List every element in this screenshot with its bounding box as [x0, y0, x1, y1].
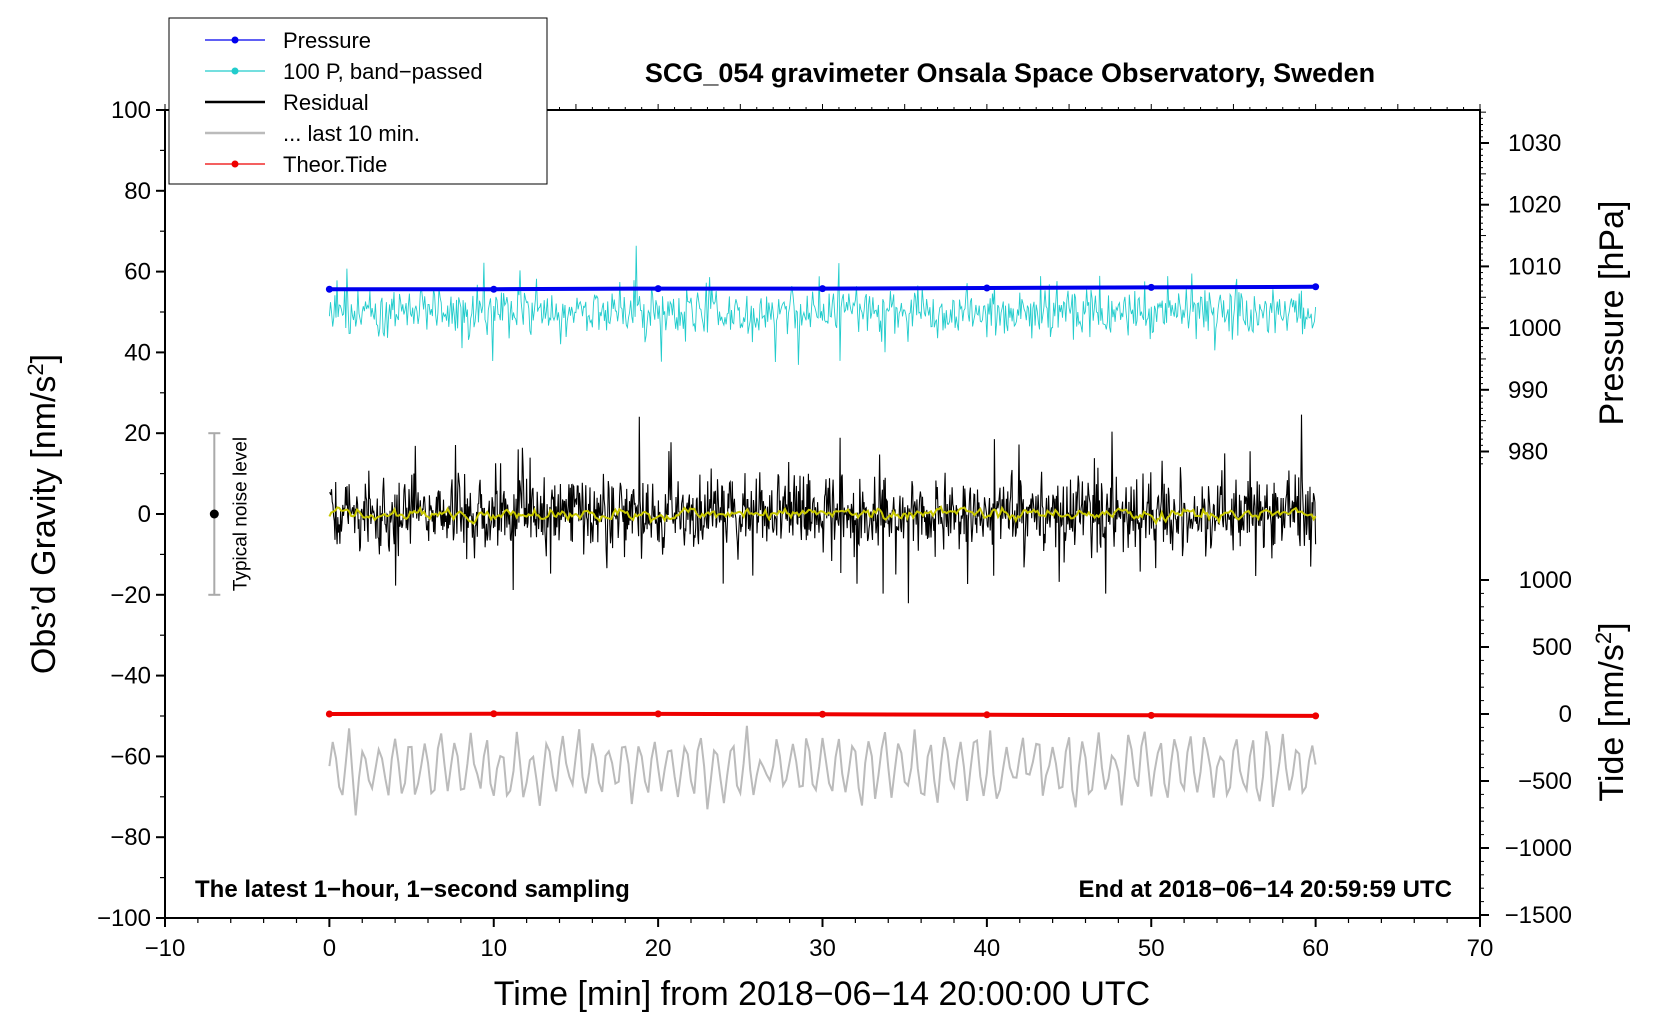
pressure-point — [490, 285, 498, 293]
legend-swatch-dot — [231, 36, 239, 44]
tide-point — [983, 711, 991, 719]
pressure-point — [983, 284, 991, 292]
legend-label: Theor.Tide — [283, 152, 387, 177]
pressure-point — [1147, 283, 1155, 291]
pressure-tick-label: 1000 — [1508, 315, 1561, 342]
legend-swatch-dot — [231, 160, 239, 168]
x-tick-label: 10 — [480, 935, 507, 962]
legend-label: Pressure — [283, 28, 371, 53]
tide-tick-label: 1000 — [1519, 567, 1572, 594]
tide-tick-label: 0 — [1559, 701, 1572, 728]
legend: Pressure 100 P, band−passed Residual ... la… — [168, 17, 548, 185]
tide-tick-label: −500 — [1518, 768, 1572, 795]
legend-label: Residual — [283, 90, 369, 115]
y-axis-pressure: 980 990 1000 1010 1020 1030 — [1480, 111, 1561, 466]
y-axis-pressure-label: Pressure [hPa] — [1593, 201, 1631, 426]
annotation-bottom-left: The latest 1−hour, 1−second sampling — [195, 876, 630, 903]
chart-title: SCG_054 gravimeter Onsala Space Observat… — [645, 58, 1375, 88]
x-tick-label: 70 — [1467, 935, 1494, 962]
y-axis-tide-label: Tide [nm/s2] — [1591, 622, 1631, 801]
tide-point — [490, 710, 498, 718]
tide-tick-label: −1000 — [1505, 835, 1572, 862]
y-axis-left-label: Obs’d Gravity [nm/s2] — [23, 354, 63, 674]
pressure-point — [654, 285, 662, 293]
annotation-bottom-right: End at 2018−06−14 20:59:59 UTC — [1078, 876, 1452, 903]
x-tick-label: 30 — [809, 935, 836, 962]
noise-dot — [209, 509, 219, 519]
x-tick-label: 60 — [1302, 935, 1329, 962]
pressure-tick-label: 1030 — [1508, 130, 1561, 157]
pressure-point — [325, 285, 333, 293]
tide-point — [1147, 711, 1155, 719]
legend-label: ... last 10 min. — [283, 121, 420, 146]
pressure-tick-label: 1020 — [1508, 192, 1561, 219]
tide-point — [819, 710, 826, 718]
series-residual-smoothed-line — [328, 505, 1317, 526]
y-left-tick-label: 60 — [124, 259, 151, 286]
y-left-tick-label: 20 — [124, 420, 151, 447]
tide-point — [325, 710, 333, 718]
y-left-tick-label: 100 — [111, 97, 151, 124]
noise-indicator: Typical noise level — [208, 432, 251, 596]
x-tick-label: 50 — [1138, 935, 1165, 962]
y-left-tick-label: −20 — [110, 582, 151, 609]
series-last10-line — [328, 725, 1317, 816]
y-left-tick-label: −60 — [110, 743, 151, 770]
pressure-tick-label: 980 — [1508, 439, 1548, 466]
data-layer — [325, 245, 1320, 816]
x-axis: −10 0 10 20 30 40 50 60 70 — [145, 104, 1494, 962]
y-left-tick-label: 40 — [124, 339, 151, 366]
x-tick-label: 20 — [645, 935, 672, 962]
y-left-tick-label: −100 — [97, 905, 151, 932]
series-bandpassed-line — [328, 245, 1317, 365]
pressure-point — [1312, 283, 1320, 291]
y-left-tick-label: −40 — [110, 663, 151, 690]
series-residual-line — [329, 414, 1317, 604]
legend-label: 100 P, band−passed — [283, 59, 483, 84]
legend-entries: Pressure 100 P, band−passed Residual ... la… — [205, 28, 483, 177]
x-tick-label: 40 — [974, 935, 1001, 962]
tide-tick-label: 500 — [1532, 634, 1572, 661]
tide-tick-label: −1500 — [1505, 902, 1572, 929]
y-axis-tide: −1500 −1000 −500 0 500 1000 — [1480, 567, 1572, 929]
y-axis-left: −100 −80 −60 −40 −20 0 20 40 60 80 100 — [97, 97, 165, 932]
y-left-tick-label: 0 — [138, 501, 151, 528]
pressure-tick-label: 1010 — [1508, 253, 1561, 280]
tide-point — [654, 710, 662, 718]
pressure-tick-label: 990 — [1508, 377, 1548, 404]
noise-label: Typical noise level — [230, 437, 251, 591]
x-axis-label: Time [min] from 2018−06−14 20:00:00 UTC — [494, 975, 1150, 1013]
y-left-tick-label: −80 — [110, 824, 151, 851]
x-tick-label: −10 — [145, 935, 186, 962]
pressure-point — [819, 285, 826, 293]
tide-point — [1312, 712, 1320, 720]
legend-swatch-dot — [231, 67, 239, 75]
y-left-tick-label: 80 — [124, 178, 151, 205]
x-tick-label: 0 — [323, 935, 336, 962]
